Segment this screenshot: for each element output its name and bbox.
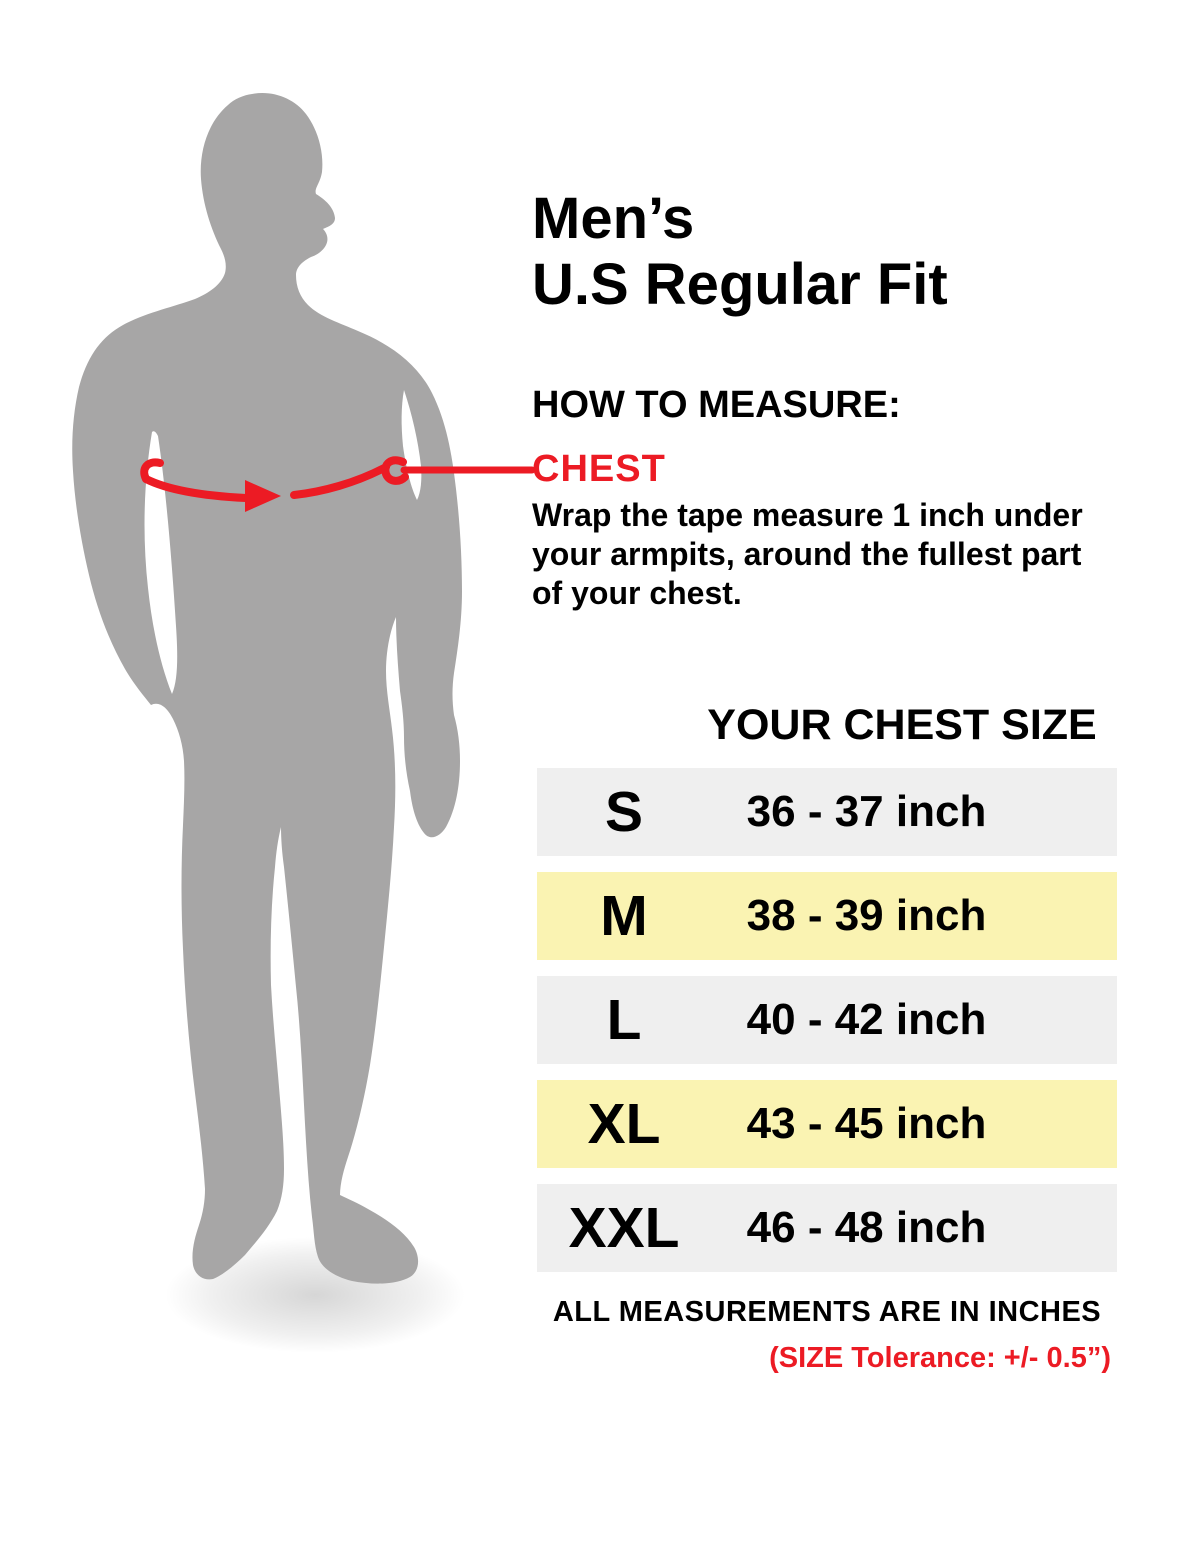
size-range: 40 - 42 inch <box>746 995 987 1044</box>
table-row-xxl: XXL 46 - 48 inch <box>537 1184 1117 1272</box>
how-to-measure-heading: HOW TO MEASURE: <box>532 384 901 426</box>
page-title: Men’s U.S Regular Fit <box>532 186 948 317</box>
size-label: XXL <box>568 1196 680 1260</box>
tape-arc-left <box>142 475 250 502</box>
male-figure-silhouette <box>72 92 536 1353</box>
size-label: L <box>606 988 642 1052</box>
measurements-note: ALL MEASUREMENTS ARE IN INCHES <box>552 1296 1102 1328</box>
measure-description: Wrap the tape measure 1 inch under your … <box>532 497 1083 611</box>
size-label: XL <box>587 1092 661 1156</box>
size-label: M <box>600 884 648 948</box>
silhouette-body <box>72 92 462 1284</box>
armpit-gap-left <box>144 431 178 694</box>
tape-arrowhead <box>245 480 281 512</box>
table-row-m: M 38 - 39 inch <box>537 872 1117 960</box>
size-range: 38 - 39 inch <box>746 891 987 940</box>
tape-arc-right <box>290 463 390 499</box>
size-tolerance-note: (SIZE Tolerance: +/- 0.5”) <box>769 1342 1111 1374</box>
size-range: 46 - 48 inch <box>746 1203 987 1252</box>
size-range: 36 - 37 inch <box>746 787 987 836</box>
size-table: YOUR CHEST SIZE S 36 - 37 inch M 38 - 39… <box>537 700 1117 1288</box>
table-row-l: L 40 - 42 inch <box>537 976 1117 1064</box>
tape-end-right <box>381 456 409 485</box>
size-label: S <box>604 780 644 844</box>
size-table-header: YOUR CHEST SIZE <box>707 701 1097 749</box>
table-row-xl: XL 43 - 45 inch <box>537 1080 1117 1168</box>
table-row-s: S 36 - 37 inch <box>537 768 1117 856</box>
size-range: 43 - 45 inch <box>746 1099 987 1148</box>
chest-label: CHEST <box>532 448 666 490</box>
chest-tape-arrow <box>140 456 536 512</box>
